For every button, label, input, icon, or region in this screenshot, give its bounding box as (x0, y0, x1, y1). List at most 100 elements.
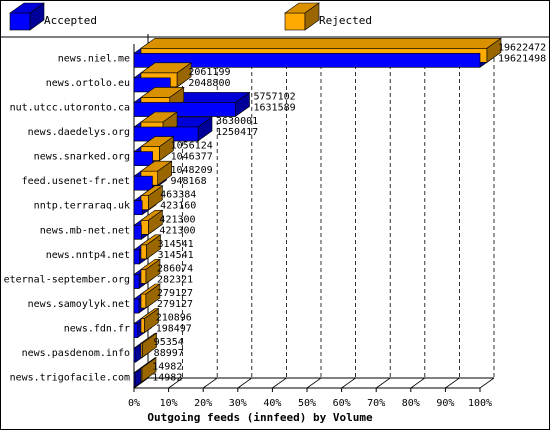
grid-floor-line (202, 377, 218, 389)
value-label-rejected: 279127 (157, 299, 193, 310)
value-label-accepted: 210896 (156, 313, 192, 324)
bar-row (133, 37, 502, 68)
value-label-rejected: 19621498 (498, 53, 546, 64)
grid-floor-line (375, 377, 391, 389)
category-label: news.niel.me (58, 53, 130, 64)
value-label-rejected: 1631589 (254, 102, 296, 113)
x-tick-label: 20% (194, 398, 212, 409)
bar-accepted-front (133, 200, 143, 216)
bar-row (133, 86, 251, 118)
value-label-accepted: 279127 (157, 288, 193, 299)
legend-swatch-accepted (9, 2, 45, 31)
bar-row (133, 307, 160, 339)
grid-floor-line (237, 377, 253, 389)
value-label-accepted: 463384 (160, 190, 196, 201)
category-label: feed.usenet-fr.net (22, 176, 130, 187)
bar-accepted-front (133, 151, 153, 166)
bar-rejected (140, 185, 164, 211)
bar-rejected (140, 307, 160, 334)
legend-swatch-rejected (284, 2, 320, 31)
value-label-accepted: 95354 (154, 337, 184, 348)
bar-row (133, 185, 164, 216)
value-label-accepted: 3630001 (216, 116, 258, 127)
value-label-accepted: 1048209 (170, 165, 212, 176)
bar-rejected (140, 283, 161, 309)
bar-accepted-front (133, 347, 136, 363)
bar-accepted-front (133, 249, 140, 265)
category-label: eternal-september.org (4, 274, 130, 285)
bar-row (133, 357, 157, 388)
x-tick-label: 0% (128, 398, 140, 409)
bar-row (133, 332, 158, 363)
value-label-accepted: 2061199 (188, 67, 230, 78)
x-tick-label: 10% (160, 398, 178, 409)
bar-accepted-front (133, 274, 140, 289)
bar-row (133, 62, 193, 93)
value-label-rejected: 314541 (158, 250, 194, 261)
bar-accepted-front (133, 175, 153, 191)
bar-rejected (140, 160, 173, 186)
value-label-rejected: 421300 (159, 225, 195, 236)
bar-row (133, 209, 164, 240)
legend: Accepted Rejected (9, 2, 372, 31)
value-label-rejected: 1046377 (171, 152, 213, 163)
bar-rejected (140, 332, 158, 358)
grid-floor-line (272, 377, 287, 389)
bar-rejected (140, 357, 157, 383)
legend-item-accepted: Accepted (9, 2, 97, 31)
bar-accepted-front (133, 298, 140, 314)
x-tick-label: 60% (333, 398, 351, 409)
value-label-rejected: 88997 (154, 348, 184, 359)
legend-label-accepted: Accepted (44, 14, 97, 27)
category-label: nntp.terraraq.uk (34, 201, 130, 212)
category-label: news.daedelys.org (28, 127, 130, 138)
category-label: news.snarked.org (34, 152, 130, 163)
category-label: news.pasdenom.info (22, 348, 130, 359)
x-axis-label: Outgoing feeds (innfeed) by Volume (147, 411, 373, 424)
legend-label-rejected: Rejected (319, 14, 372, 27)
value-label-accepted: 5757102 (254, 91, 296, 102)
category-label: nut.utcc.utoronto.ca (10, 102, 130, 113)
x-tick-label: 70% (367, 398, 385, 409)
grid (168, 44, 495, 389)
category-label: news.nntp4.net (46, 250, 130, 261)
value-label-rejected: 2048800 (188, 78, 230, 89)
category-label: news.trigofacile.com (10, 373, 130, 384)
bar-accepted-front (133, 102, 236, 117)
x-tick-label: 100% (468, 398, 492, 409)
category-labels: news.niel.me news.ortolo.eu nut.utcc.utoro… (4, 53, 130, 383)
grid-floor-line (479, 377, 495, 389)
grid-floor-line (168, 377, 183, 389)
category-label: news.samoylyk.net (28, 299, 130, 310)
value-label-accepted: 19622472 (498, 42, 546, 53)
bar-accepted-front (133, 372, 136, 388)
x-tick-label: 40% (263, 398, 281, 409)
bar-accepted-front (133, 323, 139, 338)
value-label-rejected: 14982 (152, 373, 182, 384)
bar-accepted-front (133, 224, 142, 240)
value-label-rejected: 282321 (157, 274, 193, 285)
grid-floor-line (410, 377, 426, 389)
bar-row (133, 234, 162, 265)
x-tick-label: 50% (298, 398, 316, 409)
bar-row (133, 135, 175, 167)
value-label-rejected: 423160 (160, 201, 196, 212)
bar-row (133, 111, 213, 142)
bar-rejected (140, 234, 162, 260)
value-label-accepted: 1056124 (171, 141, 213, 152)
value-label-accepted: 286074 (157, 263, 193, 274)
category-label: news.ortolo.eu (46, 78, 130, 89)
grid-floor-line (341, 377, 356, 389)
category-label: news.mb-net.net (40, 225, 130, 236)
grid-floor-line (445, 377, 460, 389)
bar-accepted-front (133, 52, 481, 68)
legend-item-rejected: Rejected (284, 2, 372, 31)
grid-floor-line (306, 377, 322, 389)
x-tick-label: 80% (402, 398, 420, 409)
bars (133, 37, 502, 388)
x-tick-labels: 0% 10% 20% 30% 40% 50% 60% 70% 80% 90% 100% (128, 388, 492, 409)
value-label-rejected: 198497 (156, 324, 192, 335)
bar-rejected (140, 258, 161, 285)
